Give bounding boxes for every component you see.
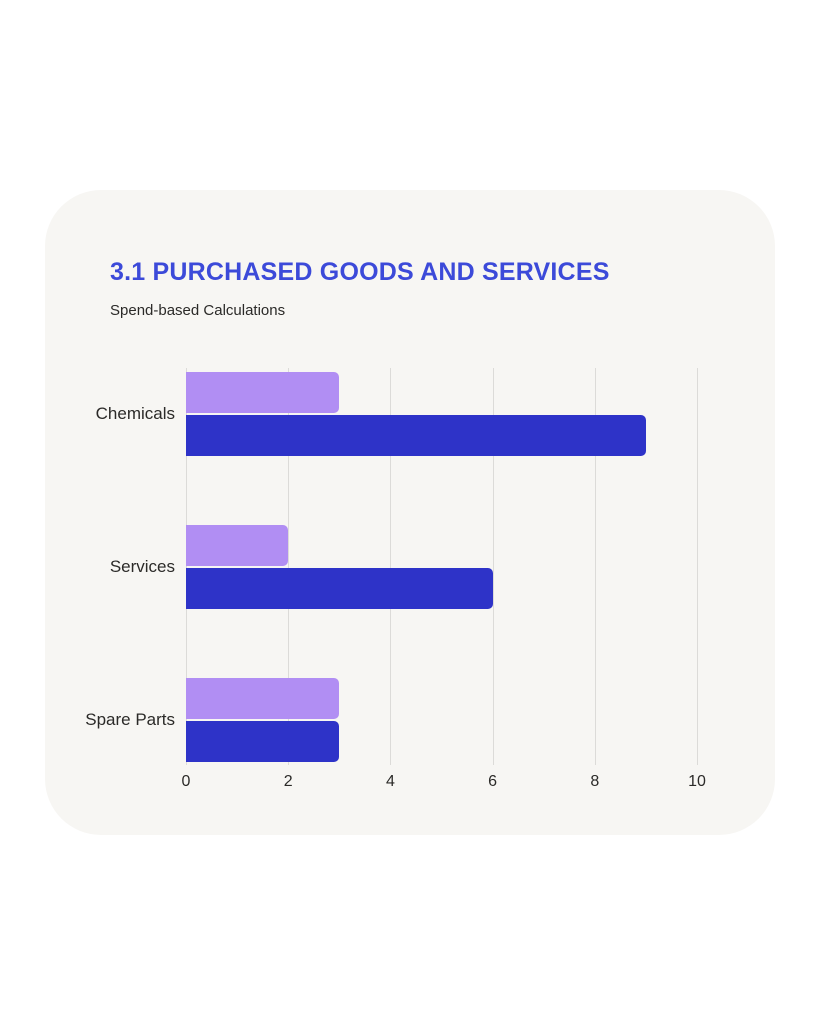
category-label-chemicals: Chemicals	[95, 404, 175, 423]
gridline-2	[288, 368, 290, 765]
gridline-10	[697, 368, 698, 765]
bar-dark-blue-series-services	[186, 568, 493, 609]
x-tick-label-4: 4	[385, 773, 395, 790]
x-tick-label-2: 2	[283, 773, 293, 790]
chart-title: 3.1 PURCHASED GOODS AND SERVICES	[110, 258, 610, 286]
bar-light-purple-series-chemicals	[186, 372, 340, 413]
x-tick-label-10: 10	[688, 773, 706, 790]
bar-dark-blue-series-chemicals	[186, 415, 646, 456]
bar-group-services: Services	[110, 525, 697, 609]
bar-dark-blue-series-spare-parts	[186, 721, 340, 762]
chart-subtitle: Spend-based Calculations	[110, 302, 286, 319]
bar-chart-plot-area: 0 2 4 6 8 10 Chemicals Services Spare Parts	[85, 368, 706, 790]
category-label-spare-parts: Spare Parts	[85, 710, 175, 729]
gridline-4	[390, 368, 392, 765]
bar-group-spare-parts: Spare Parts	[85, 678, 697, 762]
x-tick-label-8: 8	[590, 773, 600, 790]
gridline-6	[492, 368, 494, 765]
bar-light-purple-series-services	[186, 525, 289, 566]
bar-light-purple-series-spare-parts	[186, 678, 340, 719]
x-tick-label-6: 6	[488, 773, 498, 790]
bar-group-chemicals: Chemicals	[96, 372, 697, 456]
report-card: 3.1 PURCHASED GOODS AND SERVICES Spend-b…	[45, 190, 775, 835]
gridline-8	[594, 368, 596, 765]
x-tick-label-0: 0	[181, 773, 191, 790]
category-label-services: Services	[109, 557, 175, 576]
gridline-0	[186, 368, 187, 765]
